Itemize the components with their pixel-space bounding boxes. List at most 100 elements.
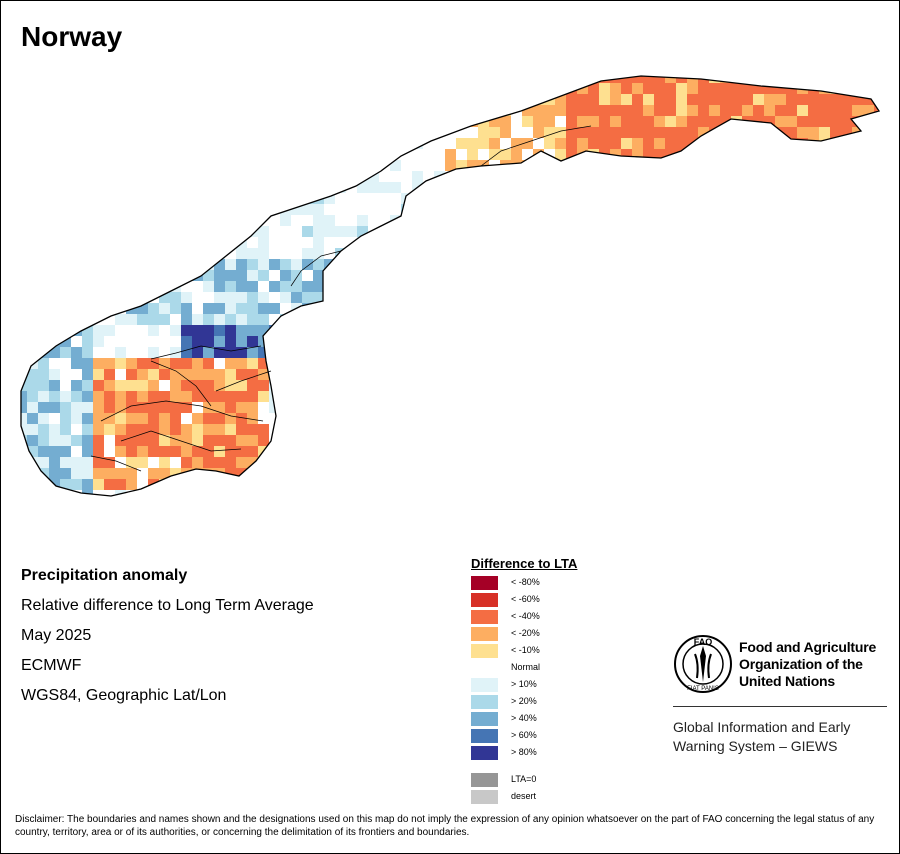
anomaly-cell xyxy=(654,215,665,226)
anomaly-cell xyxy=(478,358,489,369)
anomaly-cell xyxy=(742,105,753,116)
anomaly-cell xyxy=(71,413,82,424)
anomaly-cell xyxy=(588,259,599,270)
anomaly-cell xyxy=(148,314,159,325)
anomaly-cell xyxy=(665,193,676,204)
anomaly-cell xyxy=(566,182,577,193)
anomaly-cell xyxy=(698,226,709,237)
anomaly-cell xyxy=(192,435,203,446)
anomaly-cell xyxy=(93,369,104,380)
anomaly-cell xyxy=(280,215,291,226)
anomaly-cell xyxy=(126,391,137,402)
anomaly-cell xyxy=(720,314,731,325)
anomaly-cell xyxy=(610,314,621,325)
anomaly-cell xyxy=(544,259,555,270)
anomaly-cell xyxy=(852,204,863,215)
anomaly-cell xyxy=(269,468,280,479)
anomaly-cell xyxy=(335,116,346,127)
anomaly-cell xyxy=(236,94,247,105)
anomaly-cell xyxy=(874,259,879,270)
anomaly-cell xyxy=(610,149,621,160)
anomaly-cell xyxy=(863,61,874,72)
anomaly-cell xyxy=(654,424,665,435)
anomaly-cell xyxy=(71,127,82,138)
giews-line1: Global Information and Early xyxy=(673,719,851,735)
anomaly-cell xyxy=(764,292,775,303)
anomaly-cell xyxy=(544,204,555,215)
anomaly-cell xyxy=(357,160,368,171)
anomaly-cell xyxy=(93,303,104,314)
anomaly-cell xyxy=(610,237,621,248)
anomaly-cell xyxy=(566,325,577,336)
anomaly-cell xyxy=(203,413,214,424)
anomaly-cell xyxy=(731,292,742,303)
anomaly-cell xyxy=(830,270,841,281)
anomaly-cell xyxy=(797,171,808,182)
anomaly-cell xyxy=(148,160,159,171)
anomaly-cell xyxy=(797,325,808,336)
anomaly-cell xyxy=(181,61,192,72)
anomaly-cell xyxy=(302,402,313,413)
anomaly-cell xyxy=(214,347,225,358)
anomaly-cell xyxy=(247,259,258,270)
anomaly-cell xyxy=(863,314,874,325)
anomaly-cell xyxy=(280,336,291,347)
anomaly-cell xyxy=(346,413,357,424)
anomaly-cell xyxy=(522,83,533,94)
anomaly-cell xyxy=(291,380,302,391)
anomaly-cell xyxy=(863,237,874,248)
anomaly-cell xyxy=(346,116,357,127)
anomaly-cell xyxy=(49,314,60,325)
anomaly-cell xyxy=(687,424,698,435)
anomaly-cell xyxy=(643,61,654,72)
anomaly-cell xyxy=(313,325,324,336)
anomaly-cell xyxy=(126,413,137,424)
anomaly-cell xyxy=(434,259,445,270)
anomaly-cell xyxy=(225,358,236,369)
anomaly-cell xyxy=(599,215,610,226)
anomaly-cell xyxy=(291,336,302,347)
anomaly-cell xyxy=(445,457,456,468)
anomaly-cell xyxy=(60,446,71,457)
anomaly-cell xyxy=(181,215,192,226)
anomaly-cell xyxy=(830,292,841,303)
anomaly-cell xyxy=(115,347,126,358)
anomaly-cell xyxy=(225,369,236,380)
anomaly-cell xyxy=(434,281,445,292)
anomaly-cell xyxy=(841,314,852,325)
anomaly-cell xyxy=(753,248,764,259)
anomaly-cell xyxy=(313,171,324,182)
anomaly-cell xyxy=(720,325,731,336)
anomaly-cell xyxy=(742,193,753,204)
anomaly-cell xyxy=(302,94,313,105)
anomaly-cell xyxy=(808,237,819,248)
anomaly-cell xyxy=(357,61,368,72)
anomaly-cell xyxy=(82,435,93,446)
anomaly-cell xyxy=(786,303,797,314)
anomaly-cell xyxy=(654,149,665,160)
anomaly-cell xyxy=(203,105,214,116)
anomaly-cell xyxy=(830,413,841,424)
anomaly-cell xyxy=(49,259,60,270)
anomaly-cell xyxy=(808,369,819,380)
anomaly-cell xyxy=(775,193,786,204)
anomaly-cell xyxy=(148,391,159,402)
anomaly-cell xyxy=(885,61,896,72)
anomaly-cell xyxy=(423,292,434,303)
anomaly-cell xyxy=(588,204,599,215)
anomaly-cell xyxy=(93,479,104,490)
anomaly-cell xyxy=(511,303,522,314)
anomaly-cell xyxy=(379,303,390,314)
anomaly-cell xyxy=(610,94,621,105)
anomaly-cell xyxy=(412,468,423,479)
anomaly-cell xyxy=(753,105,764,116)
anomaly-cell xyxy=(489,237,500,248)
anomaly-cell xyxy=(214,424,225,435)
anomaly-cell xyxy=(478,127,489,138)
anomaly-cell xyxy=(522,76,533,83)
anomaly-cell xyxy=(324,325,335,336)
anomaly-cell xyxy=(82,237,93,248)
anomaly-cell xyxy=(566,61,577,72)
anomaly-cell xyxy=(335,138,346,149)
anomaly-cell xyxy=(830,160,841,171)
